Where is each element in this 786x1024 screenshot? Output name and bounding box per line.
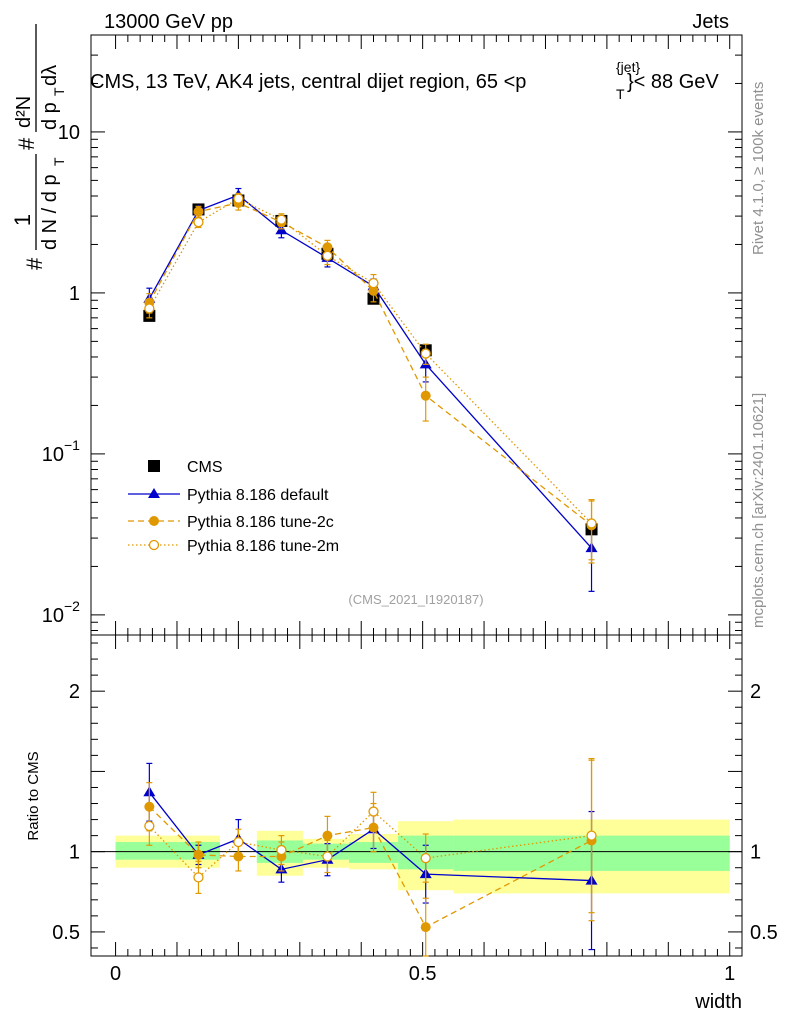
legend-label-tune2m: Pythia 8.186 tune-2m xyxy=(187,538,339,555)
ratio-y-tick-label-right: 0.5 xyxy=(750,922,778,944)
data-point-tune2m xyxy=(420,348,431,359)
ylabel-hash2: # xyxy=(14,137,39,150)
category-label: Jets xyxy=(692,11,729,33)
data-point-tune2m xyxy=(144,303,155,314)
series-line-t2m xyxy=(148,810,592,879)
data-point-tune2m xyxy=(276,844,287,856)
legend-marker-cms xyxy=(148,460,160,472)
data-point-tune2m xyxy=(368,277,379,289)
ratio-y-tick-label: 2 xyxy=(69,681,80,703)
legend-marker-tune2m xyxy=(148,539,160,551)
y-tick-label: 10 xyxy=(42,605,64,627)
ylabel-den: d N / d p xyxy=(39,174,61,250)
main-x-ticks xyxy=(115,35,731,635)
series-line-def xyxy=(148,194,593,549)
data-point-tune2m xyxy=(322,250,333,261)
side-annotation-top: Rivet 4.1.0, ≥ 100k events xyxy=(750,82,767,255)
uncertainty-band-inner xyxy=(348,842,399,863)
y-tick-label-exp: −1 xyxy=(64,437,80,453)
data-point-tune2c xyxy=(322,242,333,253)
legend: CMS Pythia 8.186 default Pythia 8.186 tu… xyxy=(128,459,339,555)
x-tick-label: 1 xyxy=(724,963,735,985)
series-line-def xyxy=(148,791,592,882)
ratio-y-tick-label-right: 2 xyxy=(750,681,761,703)
y-tick-label-exp: −2 xyxy=(64,598,80,614)
data-point-tune2m xyxy=(233,193,244,204)
ratio-y-ticks: 0.5 0.5 1 1 2 2 xyxy=(52,642,778,949)
legend-marker-default xyxy=(148,488,160,498)
energy-label: 13000 GeV pp xyxy=(104,11,233,33)
ylabel-frac2-den-sub: T xyxy=(51,87,67,96)
ylabel-den-sub: T xyxy=(51,157,67,166)
series-line-t2c xyxy=(148,202,592,526)
data-point-tune2c xyxy=(420,390,431,401)
ratio-frame xyxy=(90,634,743,957)
plot-title: CMS, 13 TeV, AK4 jets, central dijet reg… xyxy=(90,71,526,93)
plot-title-sub: T xyxy=(616,86,625,102)
data-point-tune2m xyxy=(586,830,597,841)
legend-marker-tune2c xyxy=(149,516,159,526)
ratio-series xyxy=(143,757,598,957)
legend-label-tune2c: Pythia 8.186 tune-2c xyxy=(187,514,334,531)
data-point-tune2m xyxy=(193,872,204,883)
ylabel-frac2-den-tail: dλ xyxy=(39,65,61,86)
data-point-tune2c xyxy=(322,830,333,841)
ylabel-frac2-den: d p xyxy=(39,102,61,130)
data-point-tune2m xyxy=(144,820,155,832)
data-point-tune2m xyxy=(322,851,333,862)
side-annotation-bottom: mcplots.cern.ch [arXiv:2401.10621] xyxy=(750,393,767,628)
plot-title-super: {jet} xyxy=(616,59,640,75)
main-y-label: # 1 d N / d p T # d²N d p T dλ xyxy=(10,24,67,270)
ratio-y-tick-label: 0.5 xyxy=(52,922,80,944)
data-point-tune2c xyxy=(193,206,204,217)
ratio-x-ticks: 0 0.5 1 xyxy=(110,635,735,985)
ratio-panel: 0.5 0.51 12 2 0 0.5 1 Ratio to CMS width xyxy=(25,634,778,1013)
data-point-tune2m xyxy=(586,518,597,529)
data-point-tune2m xyxy=(193,217,204,228)
ratio-y-tick-label-right: 1 xyxy=(750,842,761,864)
data-point-tune2c xyxy=(420,922,431,933)
y-tick-label: 1 xyxy=(69,283,80,305)
uncertainty-band-inner xyxy=(115,842,220,860)
ylabel-hash: # xyxy=(22,257,47,270)
data-point-tune2m xyxy=(233,836,244,848)
y-tick-label: 10 xyxy=(58,122,80,144)
x-axis-label: width xyxy=(694,991,742,1013)
ylabel-one: 1 xyxy=(10,214,35,226)
watermark: (CMS_2021_I1920187) xyxy=(348,592,483,607)
ylabel-frac2-num: d²N xyxy=(13,96,35,128)
main-series xyxy=(143,187,598,592)
data-point-tune2c xyxy=(233,851,244,862)
x-tick-label: 0 xyxy=(110,963,121,985)
x-tick-label: 0.5 xyxy=(409,963,437,985)
ratio-y-tick-label: 1 xyxy=(69,842,80,864)
series-line-t2c xyxy=(148,806,592,928)
legend-label-default: Pythia 8.186 default xyxy=(187,487,329,504)
data-point-tune2c xyxy=(193,849,204,860)
legend-label-cms: CMS xyxy=(187,459,223,476)
data-point-tune2m xyxy=(276,214,287,225)
ratio-y-label: Ratio to CMS xyxy=(25,751,42,840)
plot-title-main: CMS, 13 TeV, AK4 jets, central dijet reg… xyxy=(90,71,526,93)
data-point-tune2m xyxy=(368,806,379,817)
data-point-tune2m xyxy=(420,852,431,864)
plot-title-tail: }< 88 GeV xyxy=(627,71,719,93)
y-tick-label: 10 xyxy=(42,444,64,466)
